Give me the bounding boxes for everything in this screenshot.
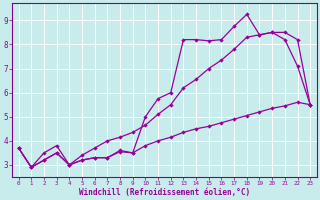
X-axis label: Windchill (Refroidissement éolien,°C): Windchill (Refroidissement éolien,°C) bbox=[79, 188, 250, 197]
